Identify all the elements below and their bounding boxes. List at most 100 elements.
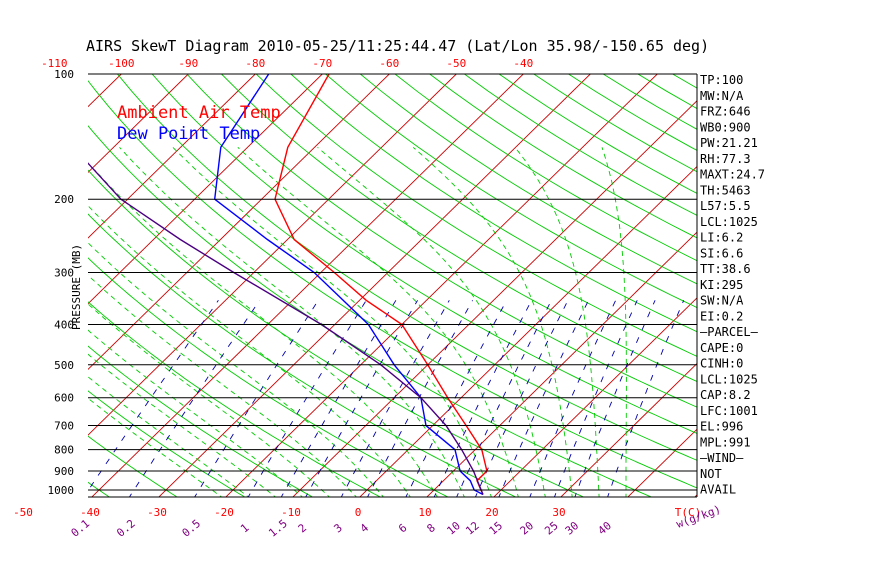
index-entry: TT:38.6 [700,262,751,276]
temp-tick-bottom: -20 [214,506,234,519]
index-entry: MPL:991 [700,435,751,449]
dry-adiabat-line [499,74,870,499]
index-entry: SI:6.6 [700,246,743,260]
temp-tick-bottom: 20 [485,506,498,519]
index-entry: AVAIL [700,483,736,497]
mixing-ratio-line [529,300,616,499]
isotherm-line [492,74,870,499]
pressure-tick-label: 200 [54,193,74,206]
pressure-tick-label: 1000 [48,484,75,497]
index-entry: RH:77.3 [700,152,751,166]
index-entry: NOT [700,467,722,481]
mixing-ratio-line [574,300,655,499]
mixing-ratio-line [607,300,684,499]
index-entry: CAP:8.2 [700,388,751,402]
dry-adiabat-line [13,74,587,499]
temp-tick-bottom: -50 [13,506,33,519]
index-entry: LCL:1025 [700,215,758,229]
dry-adiabat-line [256,74,870,499]
mixing-ratio-label: 1.5 [266,517,290,540]
temp-tick-bottom: -10 [281,506,301,519]
isotherm-line [425,74,858,499]
temp-tick-top: -70 [312,57,332,70]
index-entry: MW:N/A [700,89,744,103]
moist-adiabat-line [602,147,626,499]
legend-entry-dew: Dew Point Temp [117,124,260,144]
mixing-ratio-label: 12 [463,519,482,537]
temp-tick-top: -90 [178,57,198,70]
mixing-ratio-line [247,300,366,499]
pressure-tick-label: 800 [54,444,74,457]
index-entry: TP:100 [700,73,743,87]
moist-adiabat-line [413,147,572,499]
mixing-ratio-line [194,300,319,499]
mixing-ratio-label: 8 [424,521,437,535]
moist-adiabat-line [0,290,224,499]
isotherm-line [760,74,870,499]
temp-tick-bottom: 10 [418,506,431,519]
pressure-tick-label: 700 [54,420,74,433]
index-entry: TH:5463 [700,183,751,197]
dry-adiabat-line [291,74,870,499]
dry-adiabat-line [222,74,870,499]
temp-tick-top: -40 [513,57,533,70]
index-entry: KI:295 [700,278,743,292]
temp-tick-top: -80 [245,57,265,70]
y-axis-label: PRESSURE (MB) [70,244,83,330]
temp-tick-top: -50 [446,57,466,70]
mixing-ratio-line [280,300,396,499]
index-entry: SW:N/A [700,294,744,308]
index-entry: FRZ:646 [700,105,751,119]
index-entry: EI:0.2 [700,309,743,323]
isotherm-line [0,74,121,499]
moist-adiabat-line [515,147,599,499]
moist-adiabat-line [9,253,305,498]
moist-adiabat-line [73,190,411,499]
index-entry: LI:6.2 [700,231,743,245]
moist-adiabat-line [0,278,251,498]
index-entry: LFC:1001 [700,404,758,418]
mixing-ratio-line [498,300,588,499]
index-entry: MAXT:24.7 [700,168,765,182]
temp-tick-bottom: 30 [552,506,565,519]
index-entry: L57:5.5 [700,199,751,213]
mixing-ratio-label: 1 [238,521,251,535]
index-entry: EL:996 [700,420,743,434]
temp-tick-top: -110 [41,57,68,70]
mixing-ratio-label: 2 [296,521,309,535]
dry-adiabat-line [0,74,112,499]
index-entry: WB0:900 [700,120,751,134]
isotherm-line [0,74,54,499]
chart-title: AIRS SkewT Diagram 2010-05-25/11:25:44.4… [86,37,709,55]
mixing-ratio-label: 3 [331,521,344,535]
pressure-tick-label: 500 [54,359,74,372]
chart-legend: Ambient Air Temp Dew Point Temp [117,103,281,144]
mixing-ratio-label: 20 [518,519,537,537]
mixing-ratio-line [475,300,568,499]
legend-entry-temp: Ambient Air Temp [117,103,281,123]
index-entry: LCL:1025 [700,372,758,386]
mixing-ratio-label: 30 [563,519,582,537]
dry-adiabat-line [430,74,870,499]
index-entry: PW:21.21 [700,136,758,150]
index-entry: —PARCEL— [700,325,759,339]
mixing-ratio-label: 15 [487,519,506,537]
mixing-ratio-label: 0.1 [69,517,93,540]
mixing-ratio-label: 0.2 [114,517,138,540]
moist-adiabat-line [173,147,492,499]
index-entry: CAPE:0 [700,341,743,355]
mixing-ratio-label: 25 [542,519,561,537]
mixing-ratio-label: 10 [444,519,463,537]
mixing-ratio-line [554,300,638,499]
temp-tick-top: -120 [0,57,1,70]
mixing-ratio-label: 6 [396,521,409,535]
pressure-tick-label: 900 [54,465,74,478]
index-entry: —WIND— [700,451,744,465]
index-entry: CINH:0 [700,357,743,371]
pressure-tick-label: 600 [54,392,74,405]
mixing-ratio-label: 4 [358,521,372,535]
mixing-ratio-line [83,300,219,499]
